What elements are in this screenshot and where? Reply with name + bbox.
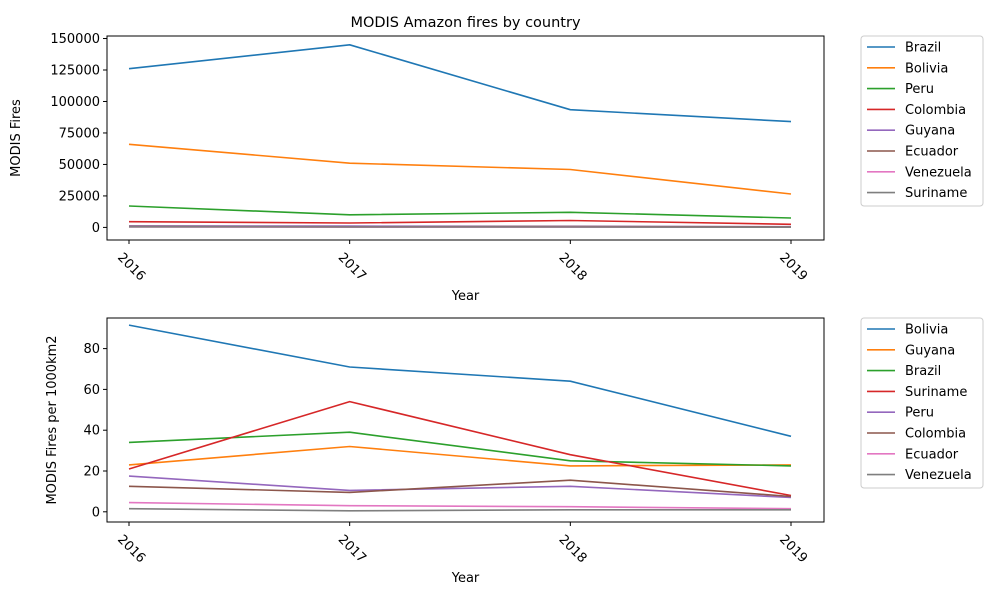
legend-item: Suriname <box>867 385 967 400</box>
legend-item: Brazil <box>867 364 941 379</box>
y-tick-label: 100000 <box>50 95 100 110</box>
legend-label: Venezuela <box>905 468 972 483</box>
series-line-peru <box>128 205 792 219</box>
legend-label: Brazil <box>905 364 941 379</box>
legend-item: Peru <box>867 82 934 97</box>
x-tick-label: 2019 <box>776 250 810 284</box>
x-tick-label: 2016 <box>114 532 148 566</box>
y-tick-label: 60 <box>83 383 100 398</box>
x-tick-label: 2016 <box>114 250 148 284</box>
series-line-ecuador <box>128 501 792 510</box>
legend-label: Bolivia <box>905 323 948 338</box>
legend-item: Peru <box>867 406 934 421</box>
chart-title: MODIS Amazon fires by country <box>350 15 581 31</box>
legend-label: Venezuela <box>905 165 972 180</box>
legend-label: Bolivia <box>905 61 948 76</box>
legend: Bolivia Guyana Brazil Suriname Peru Colombia E… <box>860 317 984 489</box>
legend-label: Brazil <box>905 41 941 56</box>
series-line-colombia <box>128 219 792 226</box>
legend-label: Peru <box>905 82 934 97</box>
y-axis-label: MODIS Fires <box>9 99 24 177</box>
plot-frame <box>106 317 825 523</box>
plot-frame <box>106 35 825 241</box>
y-tick-label: 75000 <box>59 126 100 141</box>
series-line-suriname <box>128 400 792 497</box>
legend-label: Colombia <box>905 103 966 118</box>
series-line-venezuela <box>128 507 791 512</box>
series-line-brazil <box>128 431 792 467</box>
x-tick-label: 2017 <box>335 250 369 284</box>
legend-label: Guyana <box>905 343 955 358</box>
legend-item: Suriname <box>867 186 967 201</box>
legend-frame <box>860 317 984 489</box>
y-tick-label: 25000 <box>59 189 100 204</box>
y-tick-label: 150000 <box>50 32 100 47</box>
x-axis-label: Year <box>451 289 480 304</box>
y-tick-label: 0 <box>92 505 100 520</box>
x-tick-label: 2017 <box>335 532 369 566</box>
series-line-guyana <box>128 445 792 467</box>
legend-item: Brazil <box>867 41 941 56</box>
y-tick-label: 125000 <box>50 64 100 79</box>
y-tick-label: 40 <box>83 424 100 439</box>
legend-item: Venezuela <box>867 468 972 483</box>
legend-item: Venezuela <box>867 165 972 180</box>
legend-label: Guyana <box>905 124 955 139</box>
legend: Brazil Bolivia Peru Colombia Guyana Ecuador Ve… <box>860 35 984 207</box>
y-tick-label: 20 <box>83 465 100 480</box>
legend-item: Ecuador <box>867 145 959 160</box>
legend-label: Peru <box>905 406 934 421</box>
legend-label: Ecuador <box>905 447 959 462</box>
legend-label: Suriname <box>905 385 967 400</box>
legend-item: Bolivia <box>867 61 948 76</box>
y-tick-label: 50000 <box>59 158 100 173</box>
series-line-bolivia <box>128 143 792 195</box>
legend-item: Guyana <box>867 343 955 358</box>
series-line-peru <box>128 475 792 499</box>
x-axis-label: Year <box>451 571 480 586</box>
fires-density-chart: 0 20 40 60 80 2016 2017 2018 2019 Year MODIS Fires… <box>45 317 984 586</box>
legend-item: Colombia <box>867 103 966 118</box>
legend-label: Suriname <box>905 186 967 201</box>
series-line-colombia <box>128 479 792 498</box>
y-tick-label: 0 <box>92 221 100 236</box>
legend-label: Ecuador <box>905 145 959 160</box>
y-tick-label: 80 <box>83 342 100 357</box>
legend-label: Colombia <box>905 427 966 442</box>
series-line-brazil <box>128 43 792 123</box>
x-tick-label: 2019 <box>776 532 810 566</box>
legend-item: Colombia <box>867 427 966 442</box>
legend-item: Bolivia <box>867 323 948 338</box>
series-line-bolivia <box>128 324 792 438</box>
fires-count-chart: MODIS Amazon fires by country 0 25000 50000… <box>9 15 984 304</box>
legend-item: Ecuador <box>867 447 959 462</box>
legend-frame <box>860 35 984 207</box>
x-tick-label: 2018 <box>556 532 590 566</box>
x-tick-label: 2018 <box>556 250 590 284</box>
y-axis-label: MODIS Fires per 1000km2 <box>45 335 60 504</box>
legend-item: Guyana <box>867 124 955 139</box>
